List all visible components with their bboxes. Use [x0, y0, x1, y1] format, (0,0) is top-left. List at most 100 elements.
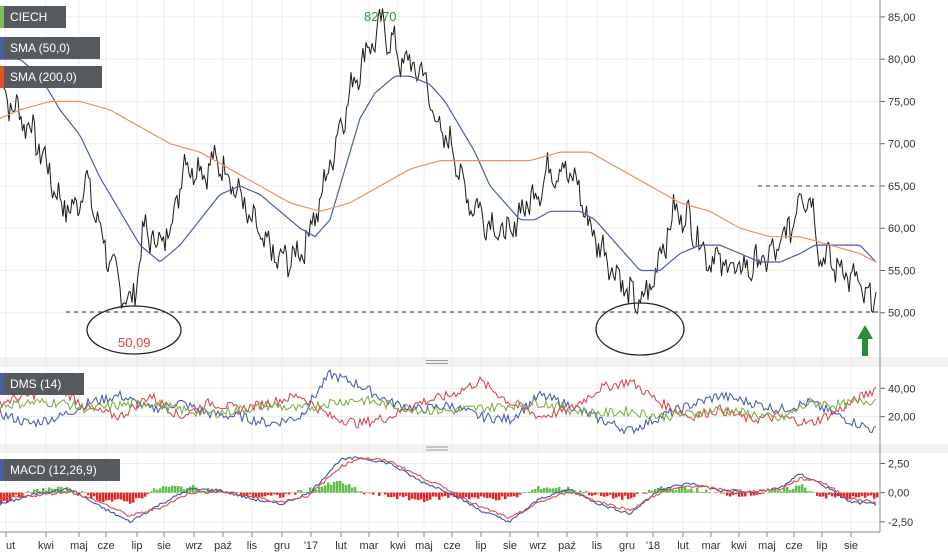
- macd-histogram-bar: [834, 492, 837, 498]
- time-axis-tick-label: wrz: [184, 540, 202, 552]
- macd-histogram-bar: [444, 492, 447, 496]
- macd-histogram-bar: [870, 492, 873, 496]
- macd-histogram-bar: [438, 492, 441, 500]
- macd-histogram-bar: [162, 486, 165, 493]
- macd-histogram-bar: [60, 486, 63, 493]
- macd-histogram-bar: [288, 492, 291, 495]
- macd-histogram-bar: [576, 492, 579, 493]
- time-axis-tick-label: cze: [97, 540, 114, 552]
- sma200-series-line: [0, 100, 877, 263]
- macd-histogram-bar: [36, 488, 39, 493]
- macd-histogram-bar: [738, 492, 741, 497]
- macd-histogram-bar: [801, 484, 804, 493]
- macd-histogram-bar: [183, 489, 186, 493]
- time-axis-tick-label: maj: [70, 540, 88, 552]
- macd-histogram-bar: [150, 491, 153, 493]
- price-axis-tick-label: 65,00: [888, 181, 916, 193]
- time-axis-tick-label: sie: [844, 540, 858, 552]
- macd-histogram-bar: [543, 488, 546, 493]
- time-axis-tick-label: gru: [274, 540, 290, 552]
- macd-histogram-bar: [789, 490, 792, 493]
- macd-histogram-bar: [435, 492, 438, 497]
- macd-histogram-bar: [324, 485, 327, 493]
- macd-histogram-bar: [42, 488, 45, 493]
- macd-histogram-bar: [849, 492, 852, 500]
- time-axis-tick-label: '17: [304, 540, 318, 552]
- macd-histogram-bar: [792, 489, 795, 493]
- macd-histogram-bar: [471, 492, 474, 498]
- macd-histogram-bar: [441, 492, 444, 497]
- macd-histogram-bar: [495, 492, 498, 501]
- macd-histogram-bar: [180, 486, 183, 493]
- macd-axis-tick-label: 0,00: [888, 488, 909, 500]
- macd-histogram-bar: [18, 492, 21, 498]
- macd-histogram-bar: [96, 492, 99, 501]
- macd-label: MACD (12,26,9): [10, 463, 97, 477]
- macd-histogram-bar: [633, 492, 636, 498]
- macd-histogram-bar: [825, 492, 828, 499]
- macd-histogram-bar: [330, 484, 333, 493]
- time-axis-tick-label: maj: [415, 540, 433, 552]
- macd-histogram-bar: [33, 489, 36, 493]
- macd-histogram-bar: [642, 492, 645, 494]
- macd-histogram-bar: [378, 492, 381, 496]
- macd-tag[interactable]: MACD (12,26,9): [0, 459, 120, 481]
- macd-histogram-bar: [285, 492, 288, 494]
- macd-histogram-bar: [525, 491, 528, 493]
- price-axis-tick-label: 75,00: [888, 96, 916, 108]
- time-axis-tick-label: lip: [816, 540, 827, 552]
- macd-histogram-bar: [840, 492, 843, 498]
- time-axis-tick-label: lut: [335, 540, 347, 552]
- macd-histogram-bar: [618, 492, 621, 497]
- macd-histogram-bar: [552, 488, 555, 493]
- macd-histogram-bar: [540, 489, 543, 493]
- macd-histogram-bar: [699, 491, 702, 493]
- price-series-line: [0, 8, 877, 315]
- macd-histogram-bar: [630, 492, 633, 499]
- macd-histogram-bar: [213, 491, 216, 493]
- macd-histogram-bar: [138, 492, 141, 499]
- macd-histogram-bar: [588, 492, 591, 496]
- macd-histogram-bar: [771, 489, 774, 493]
- macd-histogram-bar: [462, 492, 465, 499]
- macd-histogram-bar: [816, 492, 819, 496]
- macd-histogram-bar: [600, 492, 603, 496]
- macd-histogram-bar: [486, 492, 489, 499]
- sma50-tag[interactable]: SMA (50,0): [0, 37, 100, 59]
- macd-histogram-bar: [693, 491, 696, 493]
- macd-histogram-bar: [762, 492, 765, 494]
- macd-histogram-bar: [675, 489, 678, 493]
- macd-histogram-bar: [795, 485, 798, 493]
- time-axis-tick-label: mar: [360, 540, 379, 552]
- macd-histogram-bar: [102, 492, 105, 503]
- symbol-tag[interactable]: CIECH: [0, 6, 66, 28]
- macd-histogram-bar: [423, 492, 426, 502]
- dms-minus-di-line: [0, 375, 877, 429]
- macd-histogram-bar: [153, 488, 156, 493]
- time-axis-tick-label: kwi: [38, 540, 54, 552]
- macd-histogram-bar: [537, 485, 540, 493]
- macd-histogram-bar: [810, 491, 813, 493]
- sma200-tag[interactable]: SMA (200,0): [0, 66, 102, 88]
- macd-histogram-bar: [282, 492, 285, 498]
- macd-histogram-bar: [165, 486, 168, 493]
- macd-histogram-bar: [822, 492, 825, 497]
- macd-histogram-bar: [270, 492, 273, 496]
- dms-tag[interactable]: DMS (14): [0, 373, 84, 395]
- macd-histogram-bar: [507, 492, 510, 497]
- time-axis-tick-label: cze: [443, 540, 460, 552]
- dms-label: DMS (14): [10, 377, 62, 391]
- macd-histogram-bar: [489, 492, 492, 498]
- macd-histogram-bar: [0, 492, 3, 504]
- dms-adx-line: [0, 395, 877, 423]
- macd-histogram-bar: [414, 492, 417, 500]
- panel-divider: [0, 357, 948, 367]
- macd-histogram-bar: [45, 490, 48, 493]
- sma50-color-swatch: [0, 37, 4, 59]
- macd-histogram-bar: [177, 486, 180, 493]
- macd-histogram-bar: [420, 492, 423, 500]
- macd-histogram-bar: [39, 491, 42, 493]
- macd-histogram-bar: [720, 492, 723, 494]
- macd-histogram-bar: [504, 492, 507, 500]
- macd-histogram-bar: [606, 492, 609, 497]
